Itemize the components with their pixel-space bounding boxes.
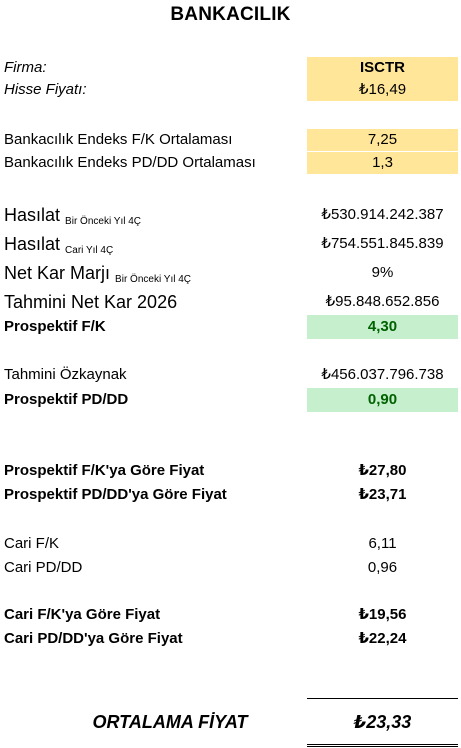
cari-fk-fiyat-row: Cari F/K'ya Göre Fiyat ₺19,56	[0, 604, 461, 626]
cari-fk-value[interactable]: 6,11	[368, 535, 397, 552]
ortalama-top-border	[307, 698, 458, 699]
cari-pddd-fiyat-row: Cari PD/DD'ya Göre Fiyat ₺22,24	[0, 628, 461, 650]
cari-pddd-fiyat-label: Cari PD/DD'ya Göre Fiyat	[4, 630, 183, 647]
endeks-pddd-value[interactable]: 1,3	[307, 152, 458, 174]
ortalama-label: ORTALAMA FİYAT	[92, 712, 248, 732]
pddd-gore-fiyat-row: Prospektif PD/DD'ya Göre Fiyat ₺23,71	[0, 484, 461, 506]
tahmini-ozkaynak-label: Tahmini Özkaynak	[4, 366, 127, 383]
fk-gore-fiyat-value[interactable]: ₺27,80	[358, 462, 407, 479]
firma-row: Firma: ISCTR	[0, 57, 461, 79]
firma-label: Firma:	[4, 59, 47, 76]
hisse-fiyati-label: Hisse Fiyatı:	[4, 81, 87, 98]
endeks-pddd-label: Bankacılık Endeks PD/DD Ortalaması	[4, 154, 256, 171]
hasilat-cari-sub: Cari Yıl 4Ç	[65, 245, 114, 256]
ortalama-value[interactable]: ₺23,33	[353, 712, 412, 732]
net-kar-marji-value[interactable]: 9%	[371, 264, 394, 281]
prospektif-fk-row: Prospektif F/K 4,30	[0, 315, 461, 339]
cari-pddd-fiyat-value[interactable]: ₺22,24	[358, 630, 407, 647]
fk-gore-fiyat-row: Prospektif F/K'ya Göre Fiyat ₺27,80	[0, 460, 461, 482]
tahmini-net-kar-label: Tahmini Net Kar 2026	[4, 292, 178, 312]
cari-fk-fiyat-value[interactable]: ₺19,56	[358, 606, 407, 623]
hisse-fiyati-row: Hisse Fiyatı: ₺16,49	[0, 79, 461, 101]
prospektif-pddd-label: Prospektif PD/DD	[4, 391, 129, 408]
hasilat-cari-value[interactable]: ₺754.551.845.839	[321, 235, 444, 252]
prospektif-fk-label: Prospektif F/K	[4, 318, 106, 335]
hasilat-cari-label: Hasılat Cari Yıl 4Ç	[4, 233, 113, 262]
hasilat-cari-row: Hasılat Cari Yıl 4Ç ₺754.551.845.839	[0, 233, 461, 256]
hasilat-onceki-label: Hasılat Bir Önceki Yıl 4Ç	[4, 204, 141, 233]
endeks-fk-row: Bankacılık Endeks F/K Ortalaması 7,25	[0, 129, 461, 151]
cari-fk-fiyat-label: Cari F/K'ya Göre Fiyat	[4, 606, 161, 623]
cari-pddd-label: Cari PD/DD	[4, 559, 83, 576]
hasilat-cari-label-text: Hasılat	[4, 234, 61, 254]
hasilat-onceki-row: Hasılat Bir Önceki Yıl 4Ç ₺530.914.242.3…	[0, 204, 461, 227]
fk-gore-fiyat-label: Prospektif F/K'ya Göre Fiyat	[4, 462, 205, 479]
pddd-gore-fiyat-label: Prospektif PD/DD'ya Göre Fiyat	[4, 486, 227, 503]
ortalama-bottom-border	[307, 744, 458, 745]
sheet-title: BANKACILIK	[170, 4, 291, 25]
net-kar-marji-sub: Bir Önceki Yıl 4Ç	[115, 274, 191, 285]
tahmini-ozkaynak-value[interactable]: ₺456.037.796.738	[321, 366, 444, 383]
ortalama-bottom-border-2	[307, 746, 458, 747]
cari-pddd-row: Cari PD/DD 0,96	[0, 557, 461, 579]
prospektif-fk-value[interactable]: 4,30	[307, 315, 458, 339]
pddd-gore-fiyat-value[interactable]: ₺23,71	[358, 486, 407, 503]
net-kar-marji-row: Net Kar Marjı Bir Önceki Yıl 4Ç 9%	[0, 262, 461, 285]
hasilat-onceki-label-text: Hasılat	[4, 205, 61, 225]
prospektif-pddd-row: Prospektif PD/DD 0,90	[0, 388, 461, 412]
hisse-fiyati-value[interactable]: ₺16,49	[307, 79, 458, 101]
tahmini-net-kar-row: Tahmini Net Kar 2026 ₺95.848.652.856	[0, 291, 461, 313]
endeks-fk-label: Bankacılık Endeks F/K Ortalaması	[4, 131, 233, 148]
hasilat-onceki-sub: Bir Önceki Yıl 4Ç	[65, 216, 141, 227]
net-kar-marji-label: Net Kar Marjı Bir Önceki Yıl 4Ç	[4, 262, 191, 291]
net-kar-marji-label-text: Net Kar Marjı	[4, 263, 111, 283]
cari-fk-row: Cari F/K 6,11	[0, 533, 461, 555]
cari-pddd-value[interactable]: 0,96	[367, 559, 398, 576]
hasilat-onceki-value[interactable]: ₺530.914.242.387	[321, 206, 444, 223]
tahmini-net-kar-value[interactable]: ₺95.848.652.856	[325, 293, 440, 310]
prospektif-pddd-value[interactable]: 0,90	[307, 388, 458, 412]
firma-value[interactable]: ISCTR	[307, 57, 458, 79]
endeks-pddd-row: Bankacılık Endeks PD/DD Ortalaması 1,3	[0, 152, 461, 174]
tahmini-ozkaynak-row: Tahmini Özkaynak ₺456.037.796.738	[0, 364, 461, 386]
cari-fk-label: Cari F/K	[4, 535, 60, 552]
endeks-fk-value[interactable]: 7,25	[307, 129, 458, 151]
